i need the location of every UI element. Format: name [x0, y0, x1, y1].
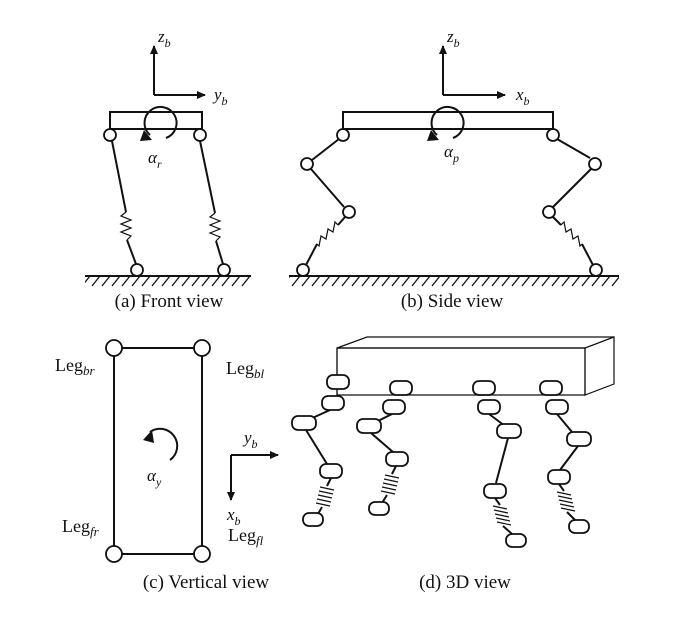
front-ground	[85, 275, 251, 287]
vertical-view-panel: Legbr Legbl Legfr Legfl αy yb xb (c) Ver…	[55, 339, 279, 593]
robot-3d-leg-3	[472, 380, 527, 548]
view-3d-caption: (d) 3D view	[419, 572, 511, 593]
side-z-axis-label: z	[446, 27, 454, 46]
yaw-angle-label: α	[147, 466, 157, 485]
leg-bl-joint	[193, 339, 211, 357]
roll-rotation-arrow: αr	[140, 105, 178, 171]
front-axes: zb yb	[150, 27, 228, 108]
svg-text:αy: αy	[147, 466, 162, 489]
side-x-axis-label: x	[515, 85, 524, 104]
svg-text:Legbl: Legbl	[226, 358, 264, 381]
robot-3d-leg-4	[539, 380, 592, 534]
svg-text:yb: yb	[242, 428, 258, 451]
leg-br-label: Leg	[55, 355, 83, 375]
svg-text:zb: zb	[157, 27, 171, 50]
svg-text:zb: zb	[446, 27, 460, 50]
leg-fr-joint	[105, 545, 123, 563]
svg-text:Legbr: Legbr	[55, 355, 95, 378]
vertical-y-axis-label: y	[242, 428, 252, 447]
view-3d-panel: (d) 3D view	[291, 336, 615, 593]
front-view-caption: (a) Front view	[115, 291, 224, 312]
side-view-caption: (b) Side view	[401, 291, 504, 312]
side-view-panel: zb xb αp	[289, 27, 619, 312]
robot-3d-leg-1	[291, 374, 350, 527]
yaw-rotation-arrow: αy	[143, 427, 179, 489]
leg-fl-label: Leg	[228, 525, 256, 545]
pitch-rotation-arrow: αp	[427, 105, 465, 165]
leg-fr-label: Leg	[62, 516, 90, 536]
vertical-axes: yb xb	[226, 428, 279, 528]
front-body	[109, 111, 203, 130]
svg-text:yb: yb	[212, 85, 228, 108]
side-leg-front	[542, 128, 603, 277]
side-axes: zb xb	[439, 27, 530, 108]
leg-br-joint	[105, 339, 123, 357]
leg-bl-label: Leg	[226, 358, 254, 378]
roll-angle-label: α	[148, 148, 158, 167]
svg-text:αp: αp	[444, 142, 459, 165]
svg-text:αr: αr	[148, 148, 162, 171]
vertical-x-axis-label: x	[226, 505, 235, 524]
side-leg-back	[296, 128, 356, 277]
side-ground	[289, 275, 619, 287]
leg-fl-joint	[193, 545, 211, 563]
vertical-body	[113, 347, 203, 555]
front-z-axis-label: z	[157, 27, 165, 46]
svg-text:Legfr: Legfr	[62, 516, 100, 539]
side-body	[342, 111, 554, 130]
front-view-panel: zb yb αr (a	[85, 27, 251, 312]
front-y-axis-label: y	[212, 85, 222, 104]
front-leg-right	[193, 128, 231, 277]
svg-text:xb: xb	[515, 85, 530, 108]
svg-text:Legfl: Legfl	[228, 525, 264, 548]
vertical-view-caption: (c) Vertical view	[143, 572, 270, 593]
robot-3d-leg-2	[356, 380, 413, 516]
pitch-angle-label: α	[444, 142, 454, 161]
svg-text:xb: xb	[226, 505, 241, 528]
front-leg-left	[103, 128, 144, 277]
